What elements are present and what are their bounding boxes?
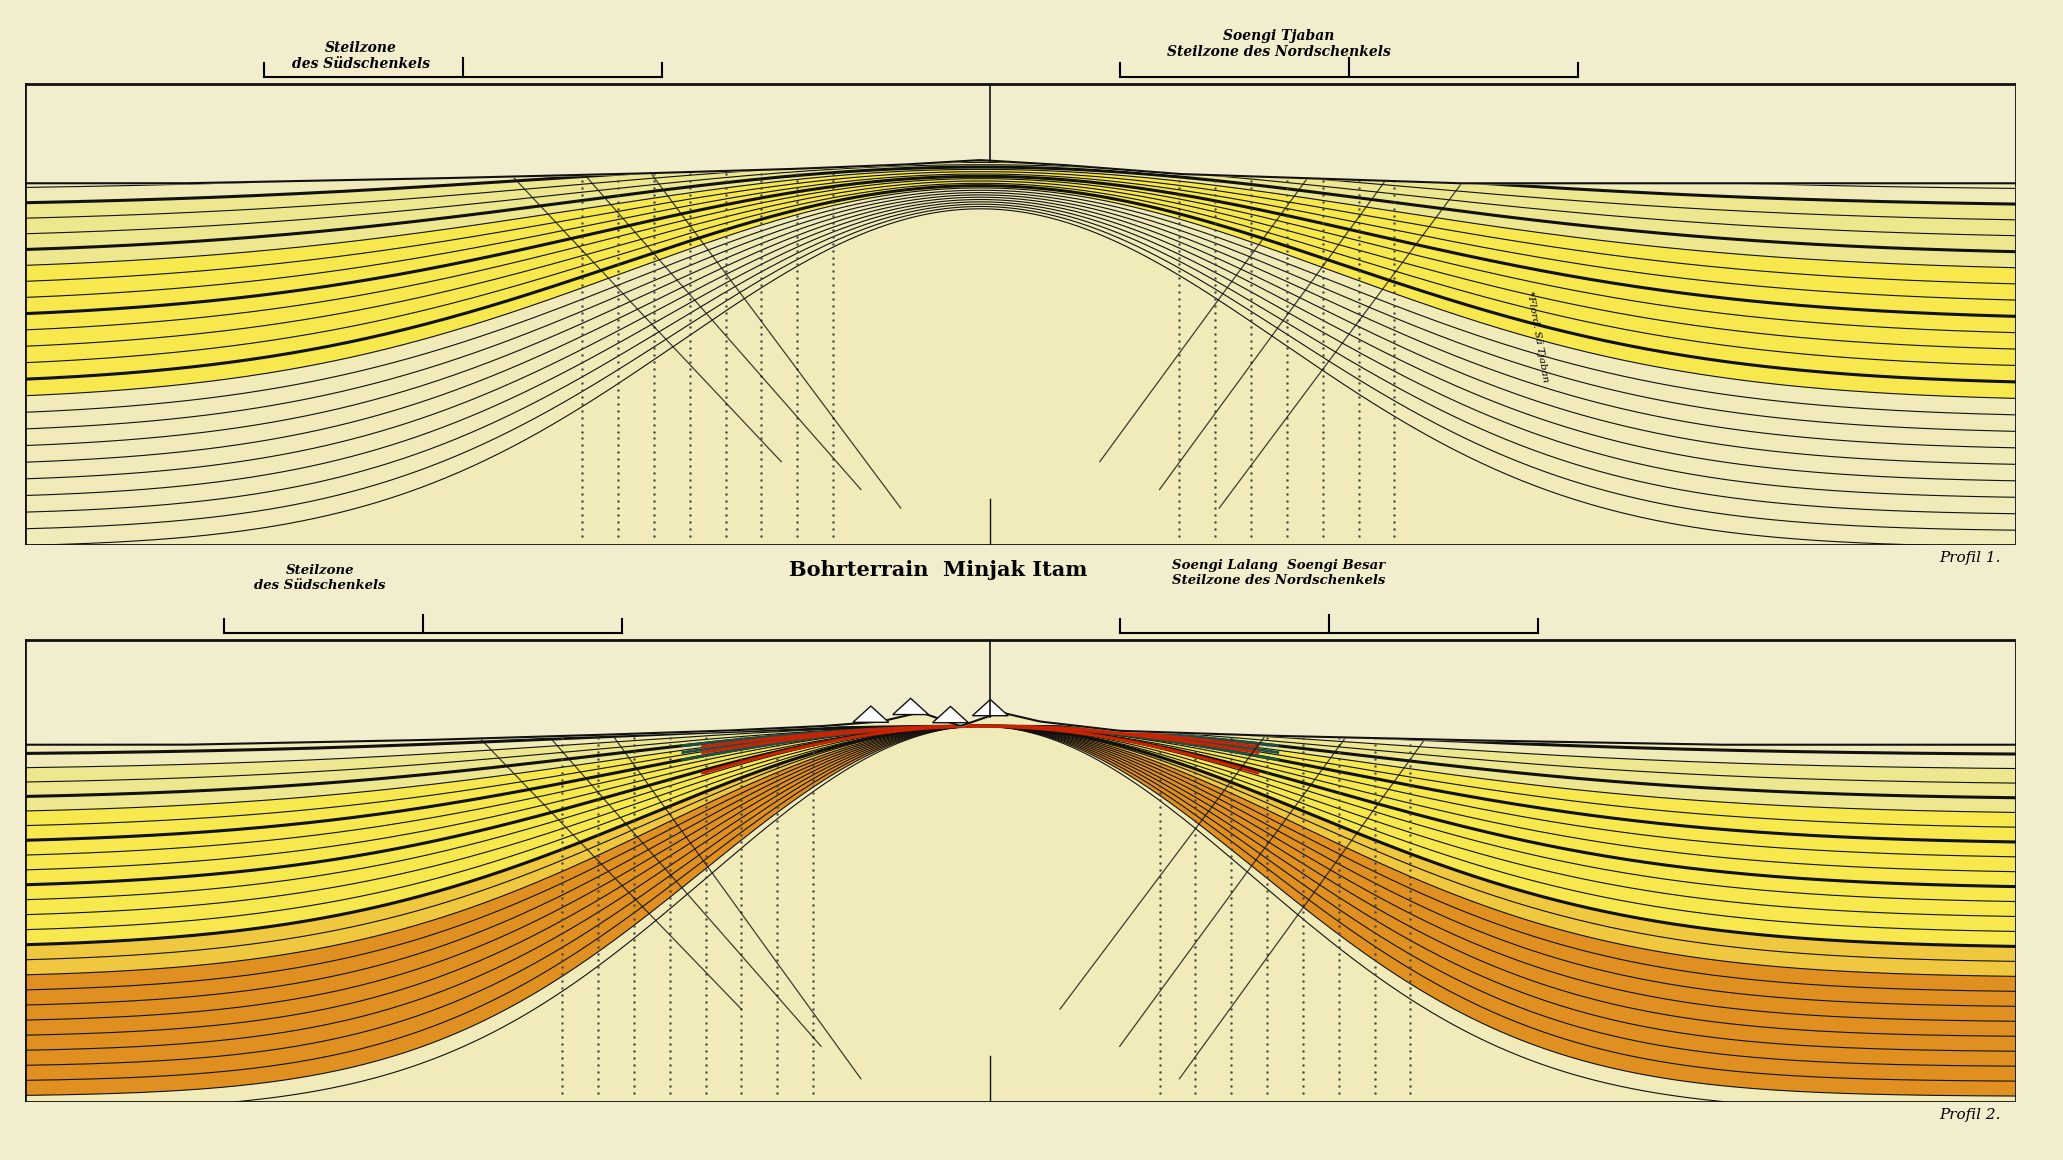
Polygon shape xyxy=(25,726,2016,783)
Text: *Flord. Sä Tjaban: *Flord. Sä Tjaban xyxy=(1525,290,1549,383)
Polygon shape xyxy=(25,165,2016,252)
Polygon shape xyxy=(25,726,2016,1036)
Polygon shape xyxy=(25,183,2016,382)
Polygon shape xyxy=(25,204,2016,530)
Polygon shape xyxy=(25,81,2016,545)
Polygon shape xyxy=(893,698,928,715)
Polygon shape xyxy=(25,726,2016,798)
Text: Soengi Tjaban
Steilzone des Nordschenkels: Soengi Tjaban Steilzone des Nordschenkel… xyxy=(1168,29,1390,59)
Polygon shape xyxy=(25,167,2016,268)
Polygon shape xyxy=(25,638,2016,1102)
Text: Steilzone
des Südschenkels: Steilzone des Südschenkels xyxy=(293,41,429,71)
Text: Profil 1.: Profil 1. xyxy=(1939,551,2001,565)
Text: Profil 2.: Profil 2. xyxy=(1939,1108,2001,1122)
Polygon shape xyxy=(25,190,2016,432)
Polygon shape xyxy=(25,726,2016,754)
Polygon shape xyxy=(25,155,2016,188)
Polygon shape xyxy=(25,726,2016,931)
Polygon shape xyxy=(25,181,2016,365)
Polygon shape xyxy=(25,726,2016,1096)
Polygon shape xyxy=(25,726,2016,1051)
Text: Steilzone
des Südschenkels: Steilzone des Südschenkels xyxy=(254,564,386,592)
Polygon shape xyxy=(25,726,2016,962)
Polygon shape xyxy=(25,726,2016,1007)
Polygon shape xyxy=(25,726,2016,827)
Polygon shape xyxy=(25,726,2016,901)
Polygon shape xyxy=(25,726,2016,1021)
Polygon shape xyxy=(25,726,2016,769)
Polygon shape xyxy=(25,160,2016,220)
Polygon shape xyxy=(25,726,2016,1081)
Polygon shape xyxy=(25,726,2016,857)
Polygon shape xyxy=(25,179,2016,349)
Polygon shape xyxy=(25,726,2016,886)
Polygon shape xyxy=(972,699,1009,716)
Polygon shape xyxy=(25,726,2016,1066)
Text: Bohrterrain  Minjak Itam: Bohrterrain Minjak Itam xyxy=(790,560,1087,580)
Polygon shape xyxy=(25,726,2016,812)
Text: Soengi Lalang  Soengi Besar
Steilzone des Nordschenkels: Soengi Lalang Soengi Besar Steilzone des… xyxy=(1172,559,1386,587)
Polygon shape xyxy=(25,174,2016,317)
Polygon shape xyxy=(25,195,2016,464)
Polygon shape xyxy=(25,202,2016,514)
Polygon shape xyxy=(25,162,2016,235)
Polygon shape xyxy=(25,726,2016,947)
Polygon shape xyxy=(25,193,2016,448)
Polygon shape xyxy=(25,726,2016,842)
Polygon shape xyxy=(25,200,2016,498)
Polygon shape xyxy=(25,188,2016,415)
Polygon shape xyxy=(25,726,2016,871)
Polygon shape xyxy=(25,176,2016,333)
Polygon shape xyxy=(25,169,2016,284)
Polygon shape xyxy=(932,706,968,723)
Polygon shape xyxy=(25,726,2016,977)
Polygon shape xyxy=(25,726,2016,992)
Polygon shape xyxy=(25,172,2016,300)
Polygon shape xyxy=(25,726,2016,916)
Polygon shape xyxy=(852,706,889,723)
Polygon shape xyxy=(25,158,2016,204)
Polygon shape xyxy=(25,197,2016,480)
Polygon shape xyxy=(25,186,2016,398)
